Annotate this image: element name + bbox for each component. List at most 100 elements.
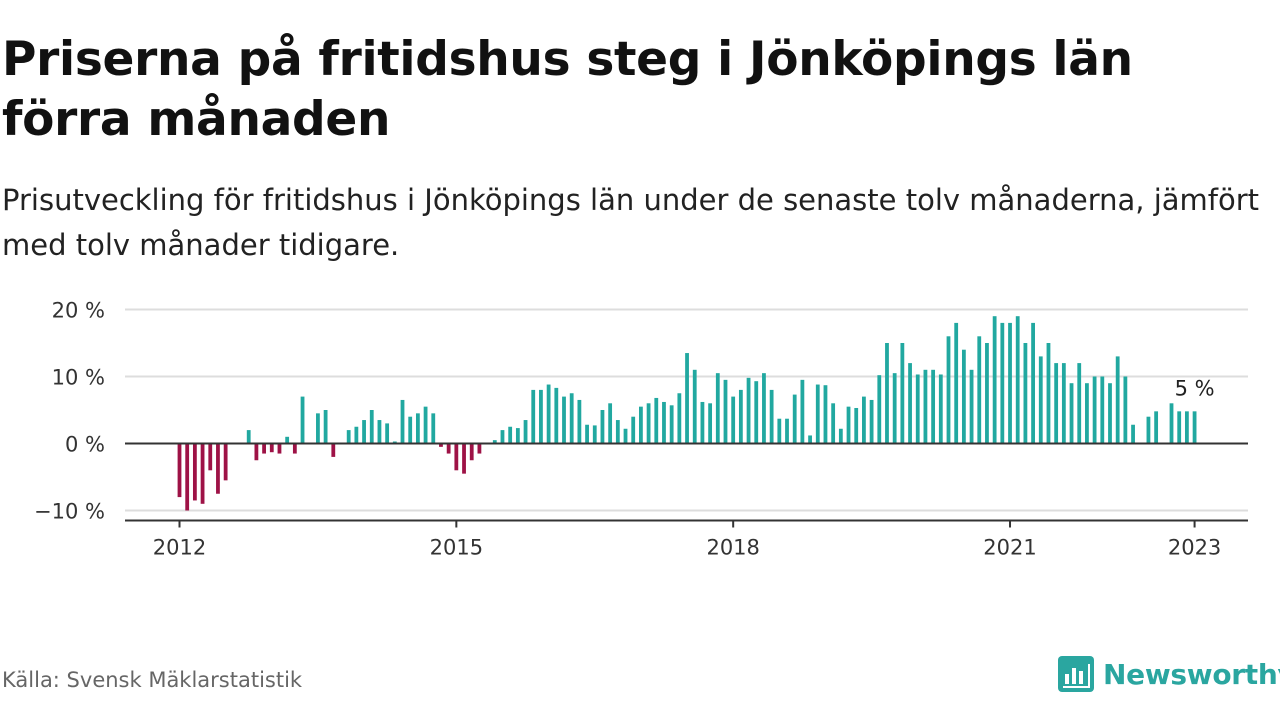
bar bbox=[1061, 363, 1066, 444]
bar bbox=[546, 384, 551, 444]
bar bbox=[531, 389, 536, 444]
bar bbox=[915, 374, 920, 444]
bar bbox=[854, 407, 859, 444]
bar bbox=[885, 343, 889, 444]
bar bbox=[1108, 383, 1112, 444]
bar bbox=[377, 420, 382, 444]
bar bbox=[685, 353, 689, 444]
bar bbox=[931, 369, 936, 444]
bar bbox=[508, 426, 513, 444]
tick-labels: 20 % 10 % 0 % −10 % 2012 2015 2018 2021 2023 5 % bbox=[34, 299, 1221, 560]
bar bbox=[254, 443, 259, 461]
bar bbox=[985, 343, 989, 444]
bar bbox=[1015, 316, 1020, 444]
bar bbox=[1069, 383, 1074, 444]
bar bbox=[300, 396, 305, 444]
bar bbox=[838, 428, 843, 444]
bar bbox=[285, 436, 290, 444]
bar bbox=[1023, 343, 1028, 444]
bar bbox=[585, 424, 589, 444]
bar bbox=[1131, 424, 1135, 444]
newsworthy-logo-icon bbox=[1058, 656, 1094, 692]
bar bbox=[938, 374, 943, 444]
bar bbox=[892, 373, 897, 444]
bar bbox=[900, 343, 905, 444]
bar bbox=[354, 426, 359, 444]
bar bbox=[715, 373, 720, 444]
bar bbox=[815, 384, 820, 444]
bar bbox=[1184, 411, 1189, 444]
bar bbox=[708, 403, 713, 444]
bar bbox=[277, 443, 282, 454]
bar bbox=[631, 416, 636, 444]
bar bbox=[415, 413, 420, 444]
bar bbox=[200, 443, 205, 504]
bar bbox=[454, 443, 459, 471]
bar bbox=[592, 425, 597, 444]
bar bbox=[723, 379, 728, 444]
bar bbox=[1115, 356, 1120, 444]
bar bbox=[431, 413, 436, 444]
bar bbox=[292, 443, 297, 454]
bar bbox=[600, 410, 605, 444]
bar bbox=[554, 387, 559, 444]
bar bbox=[908, 363, 912, 444]
bar bbox=[331, 443, 336, 457]
y-tick-label: 20 % bbox=[52, 299, 105, 323]
bar bbox=[1092, 376, 1097, 444]
bar bbox=[677, 393, 682, 444]
bar bbox=[1000, 322, 1005, 444]
bar bbox=[1038, 356, 1043, 444]
bar bbox=[746, 377, 751, 444]
bar bbox=[1169, 403, 1174, 444]
bar bbox=[269, 443, 274, 453]
x-tick-label: 2023 bbox=[1168, 536, 1221, 560]
bar bbox=[969, 369, 974, 444]
bar bbox=[469, 443, 474, 461]
bar bbox=[700, 401, 705, 444]
x-tick-label: 2021 bbox=[983, 536, 1036, 560]
bar bbox=[369, 410, 374, 444]
bar bbox=[669, 405, 674, 444]
bar bbox=[877, 375, 882, 444]
chart-subtitle: Prisutveckling för fritidshus i Jönköpin… bbox=[2, 183, 1260, 262]
bar bbox=[1031, 322, 1035, 444]
bar bbox=[754, 381, 759, 444]
bar bbox=[869, 399, 874, 444]
bar bbox=[392, 441, 397, 444]
bar bbox=[808, 435, 812, 444]
bar bbox=[223, 443, 228, 481]
bar-chart: 20 % 10 % 0 % −10 % 2012 2015 2018 2021 2023 5 % bbox=[34, 299, 1248, 560]
bar bbox=[1054, 363, 1059, 444]
brand-logo[interactable]: Newsworthy bbox=[1058, 654, 1280, 694]
bar bbox=[539, 389, 543, 444]
bar bbox=[185, 443, 190, 511]
chart-title: Priserna på fritidshus steg i Jönköpings… bbox=[2, 32, 1133, 147]
bar bbox=[846, 406, 851, 444]
bar bbox=[515, 428, 520, 444]
bar bbox=[1046, 343, 1051, 444]
bar bbox=[385, 423, 390, 444]
bar bbox=[523, 420, 528, 444]
axes bbox=[125, 442, 1248, 528]
bar bbox=[762, 373, 766, 444]
bar bbox=[792, 394, 797, 444]
bar bbox=[439, 443, 443, 447]
brand-name: Newsworthy bbox=[1103, 657, 1280, 691]
bar bbox=[423, 406, 428, 444]
bar bbox=[408, 416, 413, 444]
bar bbox=[608, 403, 613, 444]
x-tick-label: 2018 bbox=[706, 536, 759, 560]
bar bbox=[1177, 411, 1182, 444]
bar bbox=[446, 443, 451, 454]
y-tick-label: 10 % bbox=[52, 366, 105, 390]
bar bbox=[923, 369, 928, 444]
bar bbox=[192, 443, 197, 501]
bar bbox=[462, 443, 466, 474]
bar bbox=[316, 413, 320, 444]
bar bbox=[246, 430, 251, 444]
bar bbox=[262, 443, 266, 454]
bar bbox=[823, 385, 828, 444]
bars bbox=[177, 316, 1197, 511]
bar bbox=[769, 389, 774, 444]
